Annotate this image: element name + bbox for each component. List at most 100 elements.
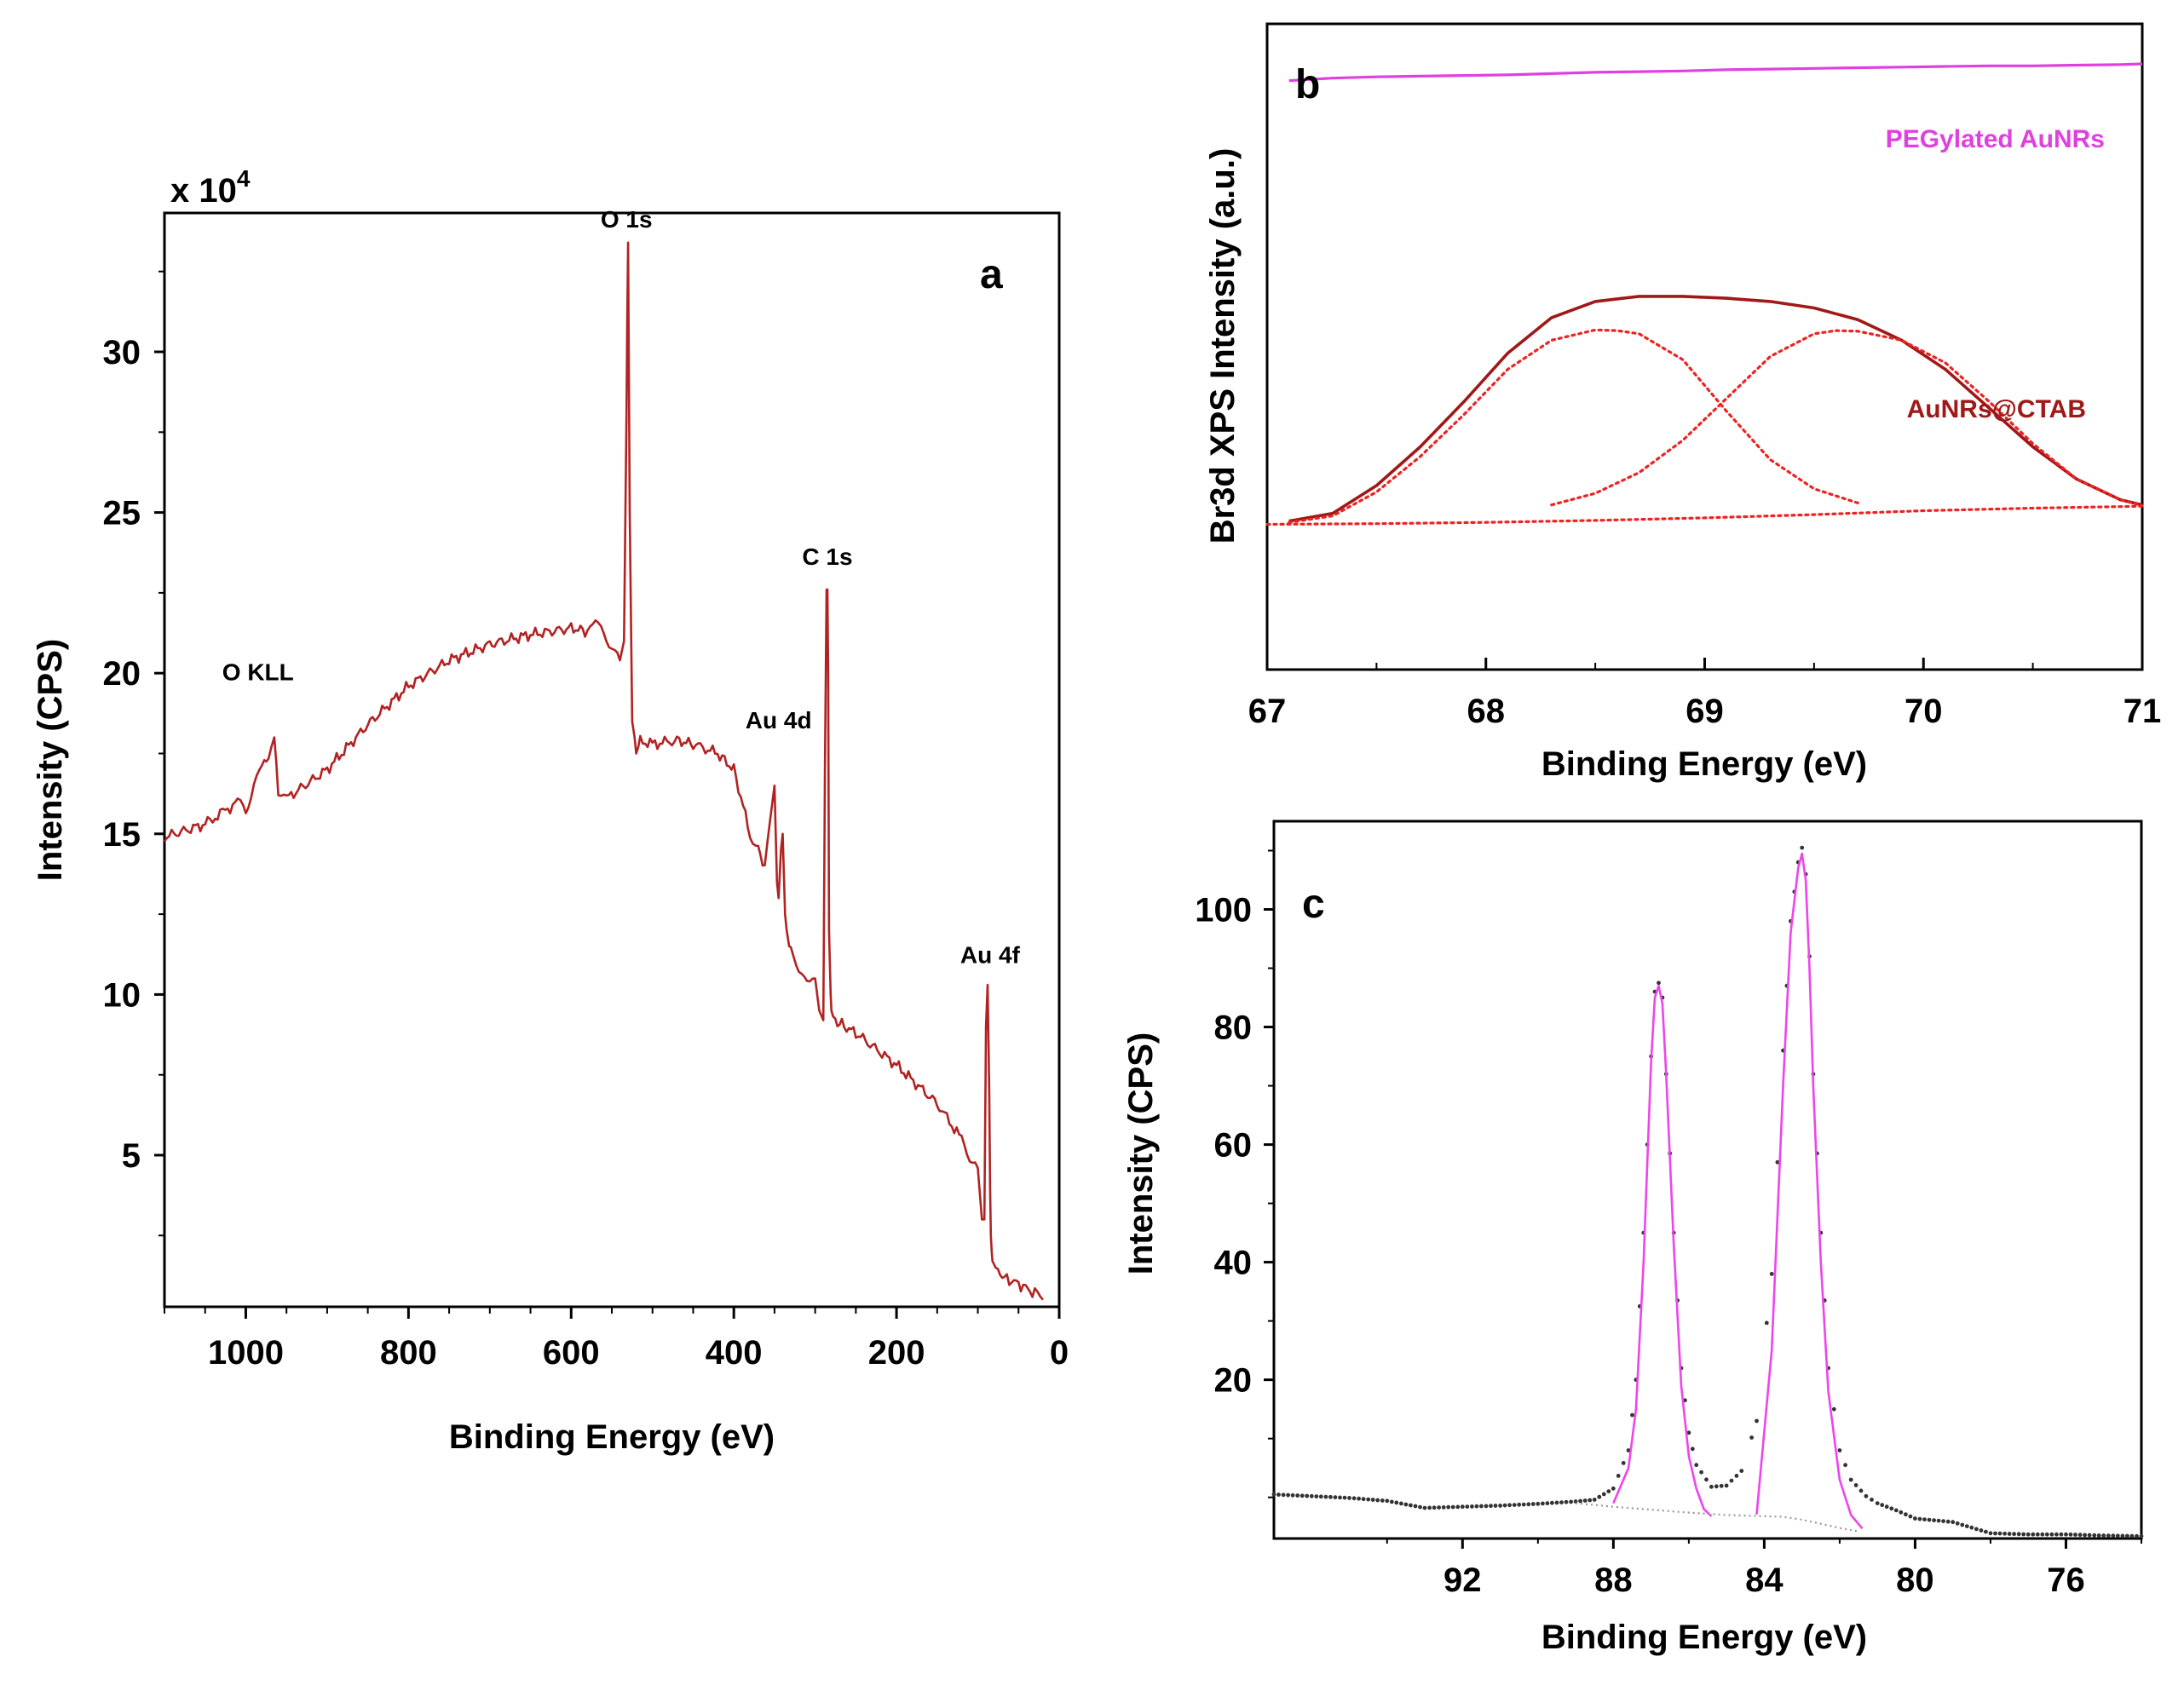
data-point: [1446, 1504, 1451, 1510]
data-point: [1389, 1499, 1394, 1504]
data-point: [1979, 1528, 1984, 1533]
data-point: [1734, 1474, 1739, 1478]
peak-label: O 1s: [601, 206, 653, 233]
x-tick-label: 67: [1248, 693, 1287, 730]
panel-b-y-label: Br3d XPS Intensity (a.u.): [1204, 148, 1242, 544]
panel-a-y-multiplier: x 104: [170, 165, 251, 210]
data-point: [1474, 1504, 1479, 1509]
data-point: [1559, 1500, 1564, 1504]
data-point: [1271, 1492, 1276, 1497]
data-point: [1484, 1504, 1489, 1509]
data-point: [2073, 1533, 2077, 1537]
data-point: [2111, 1533, 2116, 1539]
data-point: [1545, 1501, 1550, 1505]
panel-b-series: [1265, 62, 2144, 526]
data-point: [1314, 1494, 1319, 1498]
panel-b-x-axis: 67 68 69 70 71: [1248, 658, 2161, 730]
peg-line: [1288, 62, 2143, 83]
panel-c-letter: c: [1302, 882, 1325, 927]
peg-label: PEGylated AuNRs: [1886, 125, 2105, 153]
data-point: [1422, 1505, 1427, 1510]
fit-peak-line: [1612, 984, 1713, 1517]
data-point: [1870, 1498, 1874, 1502]
data-point: [1536, 1501, 1541, 1506]
data-point: [1526, 1502, 1531, 1507]
data-point: [1502, 1503, 1507, 1508]
data-point: [1875, 1501, 1880, 1505]
data-point: [1686, 1430, 1691, 1435]
data-point: [1399, 1501, 1403, 1506]
data-point: [1984, 1529, 1988, 1534]
data-point: [1455, 1504, 1461, 1510]
y-tick-label: 40: [1214, 1245, 1253, 1282]
data-point: [2026, 1532, 2031, 1537]
data-point: [1507, 1503, 1512, 1508]
data-point: [1974, 1527, 1979, 1532]
data-point: [1479, 1504, 1484, 1509]
data-point: [1611, 1486, 1616, 1491]
data-point: [1657, 981, 1661, 986]
data-point: [1601, 1492, 1606, 1497]
data-point: [1554, 1500, 1559, 1505]
data-point: [1853, 1483, 1858, 1487]
data-point: [2040, 1532, 2045, 1537]
panel-c-au4f-spectrum: 92 88 84 80 76 20 40 60 80 100 c Binding Energy …: [1122, 820, 2144, 1656]
y-tick-label: 20: [1214, 1362, 1253, 1400]
data-point: [1960, 1522, 1965, 1527]
x-tick-label: 1000: [208, 1334, 284, 1372]
data-point: [1749, 1435, 1755, 1440]
data-point: [1569, 1499, 1573, 1504]
data-point: [1719, 1483, 1724, 1488]
data-point: [1578, 1498, 1582, 1504]
data-point: [1380, 1498, 1385, 1503]
data-point: [1922, 1517, 1927, 1521]
data-point: [2106, 1533, 2111, 1538]
data-point: [1530, 1502, 1536, 1506]
x-tick-label: 80: [1896, 1562, 1934, 1599]
data-point: [1564, 1499, 1569, 1504]
panel-a-y-label: Intensity (CPS): [32, 639, 69, 881]
data-point: [1694, 1463, 1699, 1468]
panel-c-frame: [1272, 820, 2143, 1540]
data-point: [1714, 1484, 1719, 1489]
data-point: [1592, 1498, 1597, 1502]
data-point: [1739, 1469, 1744, 1473]
x-tick-label: 800: [380, 1334, 437, 1372]
peak-label: C 1s: [802, 544, 852, 570]
data-point: [1927, 1517, 1932, 1522]
data-point: [2139, 1533, 2144, 1539]
data-point: [1338, 1495, 1342, 1500]
x-tick-label: 84: [1745, 1562, 1784, 1599]
x-tick-label: 88: [1594, 1562, 1633, 1599]
ctab-label: AuNRs@CTAB: [1907, 395, 2086, 423]
x-tick-label: 400: [706, 1334, 763, 1372]
data-point: [1432, 1505, 1437, 1510]
fit-component-line: [1265, 504, 2144, 526]
panel-b-frame: [1265, 22, 2144, 671]
data-point: [1864, 1493, 1869, 1498]
data-point: [1704, 1477, 1709, 1482]
data-point: [1394, 1500, 1399, 1505]
data-point: [1498, 1504, 1502, 1508]
data-point: [1917, 1516, 1922, 1521]
data-point: [1295, 1493, 1300, 1498]
data-point: [1305, 1493, 1310, 1498]
data-point: [1964, 1524, 1969, 1528]
data-point: [1904, 1512, 1908, 1517]
data-point: [1465, 1504, 1470, 1509]
data-point: [1945, 1519, 1951, 1524]
panel-c-series: [1271, 845, 2144, 1539]
data-point: [2083, 1533, 2088, 1538]
data-point: [1409, 1503, 1413, 1508]
data-point: [1460, 1504, 1465, 1510]
data-point: [1290, 1493, 1295, 1498]
data-point: [1276, 1493, 1281, 1497]
peak-label: O KLL: [222, 659, 294, 686]
data-point: [1318, 1494, 1323, 1499]
data-point: [1800, 845, 1805, 850]
data-point: [1470, 1504, 1474, 1509]
data-point: [2007, 1532, 2012, 1536]
data-point: [2115, 1533, 2120, 1539]
ctab-envelope-line: [1288, 295, 2143, 523]
data-point: [2012, 1532, 2017, 1537]
